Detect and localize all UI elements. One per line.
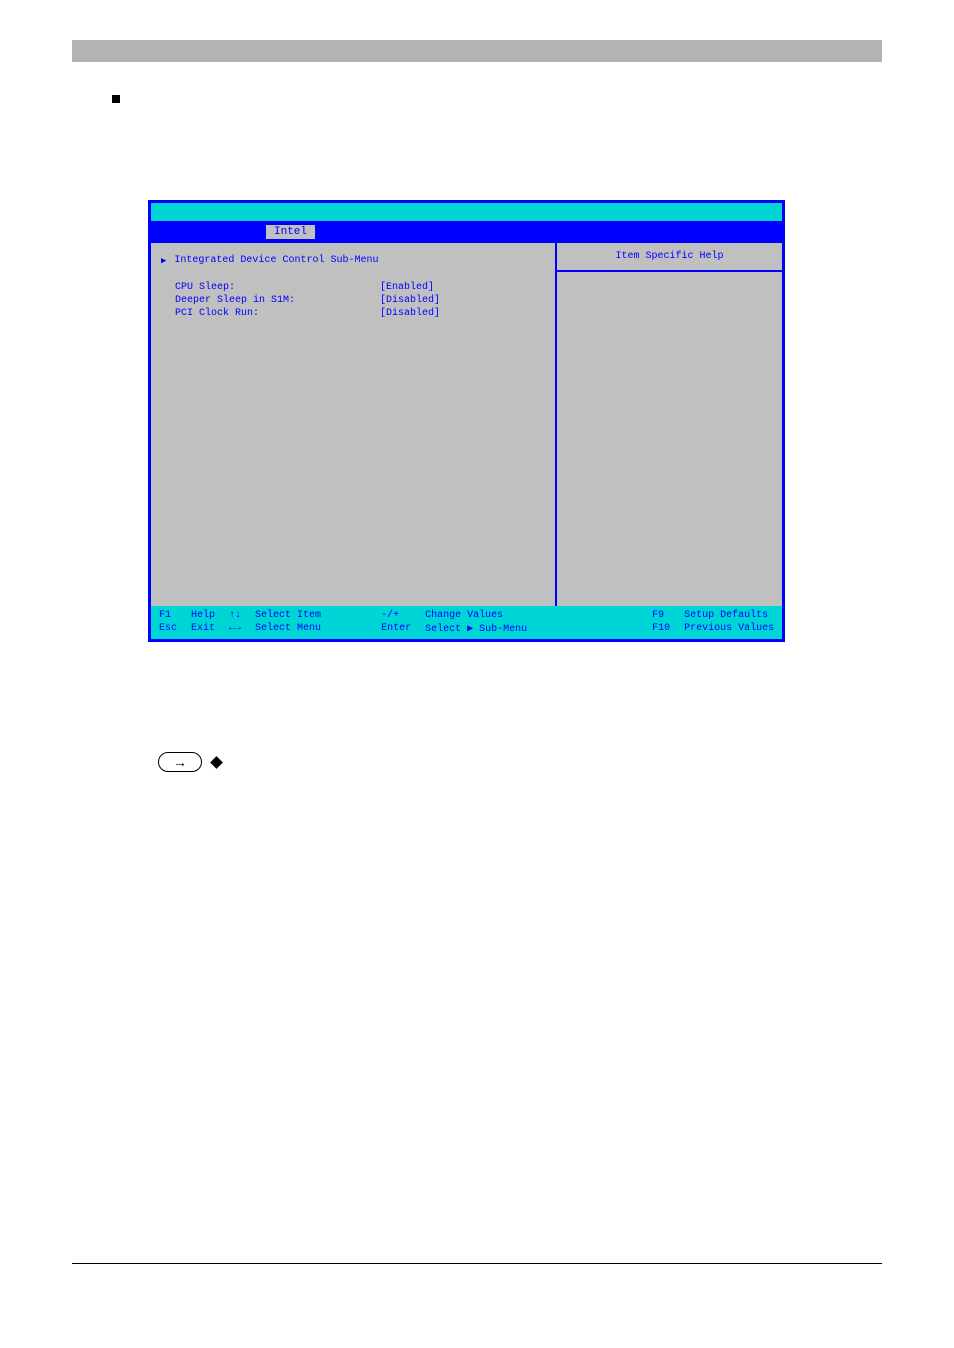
submenu-item[interactable]: ▶ Integrated Device Control Sub-Menu [161, 255, 545, 266]
diamond-bullet-icon [210, 756, 223, 769]
footer-key: Enter [381, 623, 411, 634]
footer-group-1: F1 Esc Help Exit ↑↓ ←→ Select Item Selec… [159, 610, 321, 635]
footer-label: Change Values [425, 610, 527, 621]
page-header-bar [72, 40, 882, 62]
tab-intel[interactable]: Intel [266, 225, 315, 239]
footer-label: Select ▶ Sub-Menu [425, 623, 527, 635]
footer-key: F1 [159, 610, 177, 621]
footer-key: -/+ [381, 610, 411, 621]
footer-key: ←→ [229, 623, 241, 634]
setting-row[interactable]: PCI Clock Run: [Disabled] [161, 308, 545, 319]
bios-footer: F1 Esc Help Exit ↑↓ ←→ Select Item Selec… [151, 606, 782, 639]
help-title: Item Specific Help [557, 251, 782, 272]
setting-label: CPU Sleep: [175, 282, 380, 293]
submenu-label: Integrated Device Control Sub-Menu [174, 255, 378, 266]
footer-label: Help [191, 610, 215, 621]
footer-key: F9 [652, 610, 670, 621]
setting-label: PCI Clock Run: [175, 308, 380, 319]
page-footer-rule [72, 1263, 882, 1264]
setting-row[interactable]: CPU Sleep: [Enabled] [161, 282, 545, 293]
footer-group-2: -/+ Enter Change Values Select ▶ Sub-Men… [381, 610, 527, 635]
triangle-right-icon: ▶ [161, 256, 166, 266]
footer-group-3: F9 F10 Setup Defaults Previous Values [652, 610, 774, 635]
right-arrow-key-icon: → [158, 752, 202, 772]
bios-body: ▶ Integrated Device Control Sub-Menu CPU… [151, 243, 782, 606]
setting-value: [Enabled] [380, 282, 434, 293]
footer-key: ↑↓ [229, 610, 241, 621]
setting-value: [Disabled] [380, 308, 440, 319]
bios-title-bar [151, 203, 782, 221]
setting-value: [Disabled] [380, 295, 440, 306]
bullet-square-icon [112, 95, 120, 103]
footer-label: Select Menu [255, 623, 321, 634]
footer-label: Previous Values [684, 623, 774, 634]
footer-label: Exit [191, 623, 215, 634]
setting-label: Deeper Sleep in S1M: [175, 295, 380, 306]
footer-label: Setup Defaults [684, 610, 774, 621]
arrow-key-hint: → [158, 752, 221, 772]
bios-window: Intel ▶ Integrated Device Control Sub-Me… [148, 200, 785, 642]
bios-menu-bar[interactable]: Intel [151, 221, 782, 243]
footer-label: Select Item [255, 610, 321, 621]
bios-help-panel: Item Specific Help [557, 243, 782, 606]
setting-row[interactable]: Deeper Sleep in S1M: [Disabled] [161, 295, 545, 306]
footer-key: Esc [159, 623, 177, 634]
footer-key: F10 [652, 623, 670, 634]
bios-main-panel: ▶ Integrated Device Control Sub-Menu CPU… [151, 243, 557, 606]
